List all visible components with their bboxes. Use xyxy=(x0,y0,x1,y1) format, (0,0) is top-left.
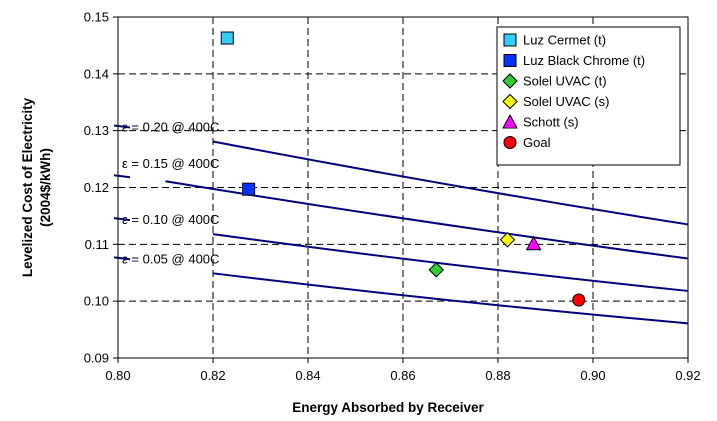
points xyxy=(220,31,586,307)
legend-label: Schott (s) xyxy=(523,115,579,130)
legend-marker xyxy=(503,33,517,47)
curve-line xyxy=(165,180,689,260)
curve-line xyxy=(212,233,689,292)
y-ticks: 0.09 0.10 0.11 0.12 0.13 0.14 0.15 xyxy=(84,10,118,366)
legend-box xyxy=(496,26,681,166)
y-tick-label: 0.09 xyxy=(84,351,109,366)
data-point xyxy=(572,293,586,307)
data-point xyxy=(499,232,516,248)
y-tick-label: 0.10 xyxy=(84,294,109,309)
x-ticks: 0.80 0.82 0.84 0.86 0.88 0.90 0.92 xyxy=(105,358,701,383)
legend-label: Solel UVAC (t) xyxy=(523,74,607,89)
y-axis-units: (2004$/kWh) xyxy=(38,148,53,227)
legend: Luz Cermet (t) Luz Black Chrome (t) Solel … xyxy=(496,26,681,166)
curve-lead-line xyxy=(113,124,131,129)
data-point xyxy=(428,262,444,278)
legend-marker xyxy=(503,54,517,67)
y-tick-label: 0.14 xyxy=(84,66,109,81)
x-tick-label: 0.86 xyxy=(390,368,415,383)
data-point xyxy=(242,182,256,196)
legend-label: Solel UVAC (s) xyxy=(523,94,609,109)
legend-marker xyxy=(502,93,518,110)
x-tick-label: 0.84 xyxy=(295,368,320,383)
legend-label: Goal xyxy=(523,135,551,150)
y-tick-label: 0.13 xyxy=(84,123,109,138)
curve-label: ε = 0.15 @ 400C xyxy=(122,156,219,171)
curves xyxy=(113,124,689,325)
y-tick-label: 0.11 xyxy=(85,237,109,252)
x-tick-label: 0.92 xyxy=(675,368,700,383)
x-tick-label: 0.90 xyxy=(580,368,605,383)
curve-label: ε = 0.20 @ 400C xyxy=(122,119,219,134)
data-point xyxy=(525,235,542,251)
legend-label: Luz Black Chrome (t) xyxy=(523,53,645,68)
x-axis-title: Energy Absorbed by Receiver xyxy=(292,400,484,415)
data-point xyxy=(220,31,234,45)
curve-labels: ε = 0.20 @ 400C ε = 0.15 @ 400C ε = 0.10 @… xyxy=(122,119,219,266)
y-axis-title: Levelized Cost of Electricity xyxy=(20,97,35,277)
curve-lead-line xyxy=(113,256,131,261)
curve-line xyxy=(212,272,689,325)
curve-label: ε = 0.05 @ 400C xyxy=(122,251,219,266)
legend-marker xyxy=(503,136,517,149)
legend-marker xyxy=(502,73,518,89)
y-axis-title-group: Levelized Cost of Electricity (2004$/kWh… xyxy=(20,97,53,277)
curve-lead-line xyxy=(113,217,131,222)
curve-lead-line xyxy=(113,174,131,179)
legend-marker xyxy=(502,113,518,129)
curve-label: ε = 0.10 @ 400C xyxy=(122,212,219,227)
curve-line xyxy=(212,140,689,226)
x-tick-label: 0.80 xyxy=(105,368,130,383)
legend-label: Luz Cermet (t) xyxy=(523,33,606,48)
x-tick-label: 0.88 xyxy=(485,368,510,383)
x-tick-label: 0.82 xyxy=(200,368,225,383)
y-tick-label: 0.12 xyxy=(84,180,109,195)
y-tick-label: 0.15 xyxy=(84,10,109,25)
